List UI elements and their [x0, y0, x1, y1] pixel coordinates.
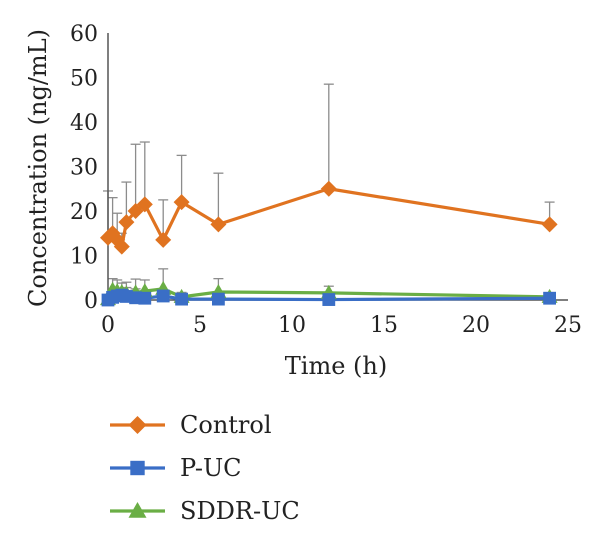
y-tick-label: 0	[84, 289, 98, 314]
y-tick-label: 30	[70, 156, 98, 181]
legend-label: P-UC	[180, 454, 242, 482]
legend-label: SDDR-UC	[180, 497, 300, 525]
legend-marker	[128, 502, 147, 518]
data-point	[175, 292, 188, 306]
legend: Control P-UC SDDR-UC	[110, 411, 300, 525]
legend-marker	[128, 416, 147, 434]
y-tick-label: 10	[70, 245, 98, 270]
legend-label: Control	[180, 411, 272, 439]
data-point	[320, 180, 337, 197]
y-tick-label: 20	[70, 200, 98, 225]
y-tick-label: 50	[70, 67, 98, 92]
data-point	[155, 231, 172, 248]
data-point	[543, 291, 556, 305]
x-axis-title: Time (h)	[285, 352, 387, 380]
series-line	[106, 187, 550, 249]
data-point	[212, 292, 225, 306]
x-tick-label: 25	[554, 313, 582, 338]
x-tick-label: 0	[101, 313, 115, 338]
legend-marker	[130, 460, 145, 476]
x-tick-label: 15	[370, 313, 398, 338]
data-point	[113, 238, 130, 255]
data-point	[173, 194, 190, 211]
x-tick-label: 20	[462, 313, 490, 338]
y-tick-label: 60	[70, 22, 98, 47]
series-lines	[106, 187, 550, 302]
axes	[107, 33, 568, 301]
y-axis-title: Concentration (ng/mL)	[24, 29, 52, 307]
y-tick-labels: 0 10 20 30 40 50 60	[70, 22, 98, 314]
y-tick-label: 40	[70, 111, 98, 136]
data-point	[138, 291, 152, 305]
data-point	[118, 214, 135, 231]
data-point	[322, 293, 336, 306]
x-tick-labels: 0 5 10 15 20 25	[101, 313, 582, 338]
data-point	[156, 289, 170, 303]
data-point	[541, 216, 558, 233]
data-point	[210, 216, 227, 233]
series-markers	[100, 180, 558, 307]
x-tick-label: 5	[193, 313, 207, 338]
x-tick-label: 10	[278, 313, 306, 338]
data-point	[136, 196, 153, 213]
